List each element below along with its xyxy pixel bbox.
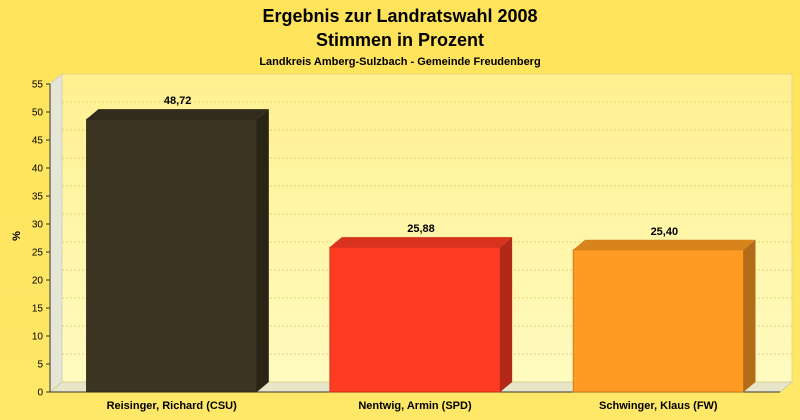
- bar-front: [572, 249, 744, 393]
- bar-front: [329, 246, 501, 393]
- bar: 25,88: [329, 223, 513, 393]
- chart-title: Ergebnis zur Landratswahl 2008: [262, 6, 537, 26]
- y-tick-label: 0: [37, 388, 43, 399]
- bar-side: [500, 237, 513, 392]
- y-tick-label: 45: [32, 136, 44, 147]
- y-tick-label: 20: [32, 276, 44, 287]
- y-axis-label: %: [11, 231, 23, 241]
- x-axis-labels: Reisinger, Richard (CSU) Nentwig, Armin (…: [107, 400, 718, 412]
- y-tick-label: 25: [32, 248, 44, 259]
- plot-side-wall: [49, 72, 63, 394]
- y-tick-label: 50: [32, 108, 44, 119]
- bar-top: [329, 237, 513, 248]
- bar-side: [256, 109, 269, 392]
- y-tick-label: 10: [32, 332, 44, 343]
- bar-value-label: 48,72: [164, 95, 192, 107]
- bar-front: [86, 118, 258, 393]
- x-category-label: Nentwig, Armin (SPD): [358, 400, 472, 412]
- bars: 48,72 25,88 25,40: [86, 95, 756, 393]
- bar-side: [743, 239, 756, 392]
- y-tick-label: 40: [32, 164, 44, 175]
- chart-title-line2: Stimmen in Prozent: [316, 30, 484, 50]
- y-tick-label: 55: [32, 80, 44, 91]
- x-category-label: Schwinger, Klaus (FW): [599, 400, 718, 412]
- y-axis-ticks: 0 5 10 15 20 25 30 35 40 45 50 55: [32, 80, 50, 399]
- bar-top: [573, 239, 756, 250]
- x-category-label: Reisinger, Richard (CSU): [107, 400, 238, 412]
- bar: 48,72: [86, 95, 269, 393]
- y-tick-label: 15: [32, 304, 44, 315]
- bar-top: [86, 109, 269, 120]
- y-tick-label: 30: [32, 220, 44, 231]
- bar: 25,40: [572, 226, 756, 393]
- chart-subtitle: Landkreis Amberg-Sulzbach - Gemeinde Fre…: [259, 56, 540, 68]
- bar-value-label: 25,40: [651, 226, 679, 238]
- bar-value-label: 25,88: [407, 223, 435, 235]
- y-tick-label: 5: [37, 360, 43, 371]
- y-tick-label: 35: [32, 192, 44, 203]
